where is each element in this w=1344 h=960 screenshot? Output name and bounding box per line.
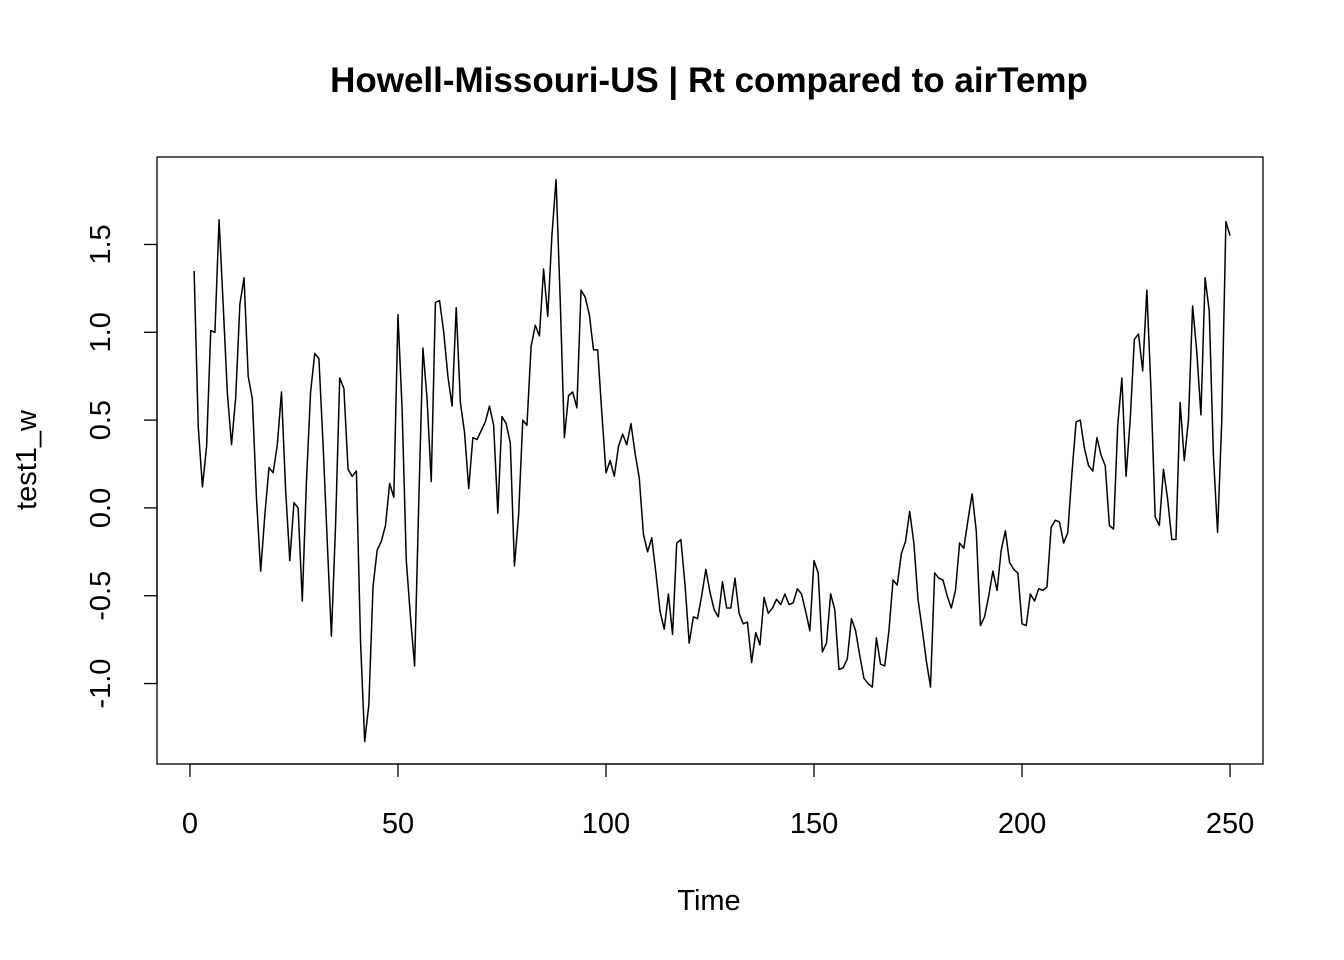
- y-tick-label: 0.0: [85, 488, 117, 528]
- x-tick-label: 250: [1206, 808, 1254, 840]
- x-axis-label: Time: [677, 885, 740, 917]
- y-tick-label: -1.0: [85, 659, 117, 709]
- y-tick-label: 0.5: [85, 400, 117, 440]
- x-tick-label: 0: [182, 808, 198, 840]
- x-tick-label: 100: [582, 808, 630, 840]
- x-tick-label: 200: [998, 808, 1046, 840]
- y-axis: -1.0 -0.5 0.0 0.5 1.0 1.5: [85, 224, 158, 709]
- x-axis: 0 50 100 150 200 250: [182, 763, 1254, 840]
- y-tick-label: 1.5: [85, 224, 117, 264]
- x-tick-label: 50: [382, 808, 414, 840]
- plot-frame: [156, 156, 1264, 765]
- y-axis-label: test1_w: [11, 409, 43, 510]
- chart-title: Howell-Missouri-US | Rt compared to airT…: [330, 61, 1088, 100]
- y-tick-label: 1.0: [85, 312, 117, 352]
- series-points: [194, 179, 1230, 741]
- series-line: [193, 178, 1231, 743]
- x-tick-label: 150: [790, 808, 838, 840]
- y-tick-label: -0.5: [85, 571, 117, 621]
